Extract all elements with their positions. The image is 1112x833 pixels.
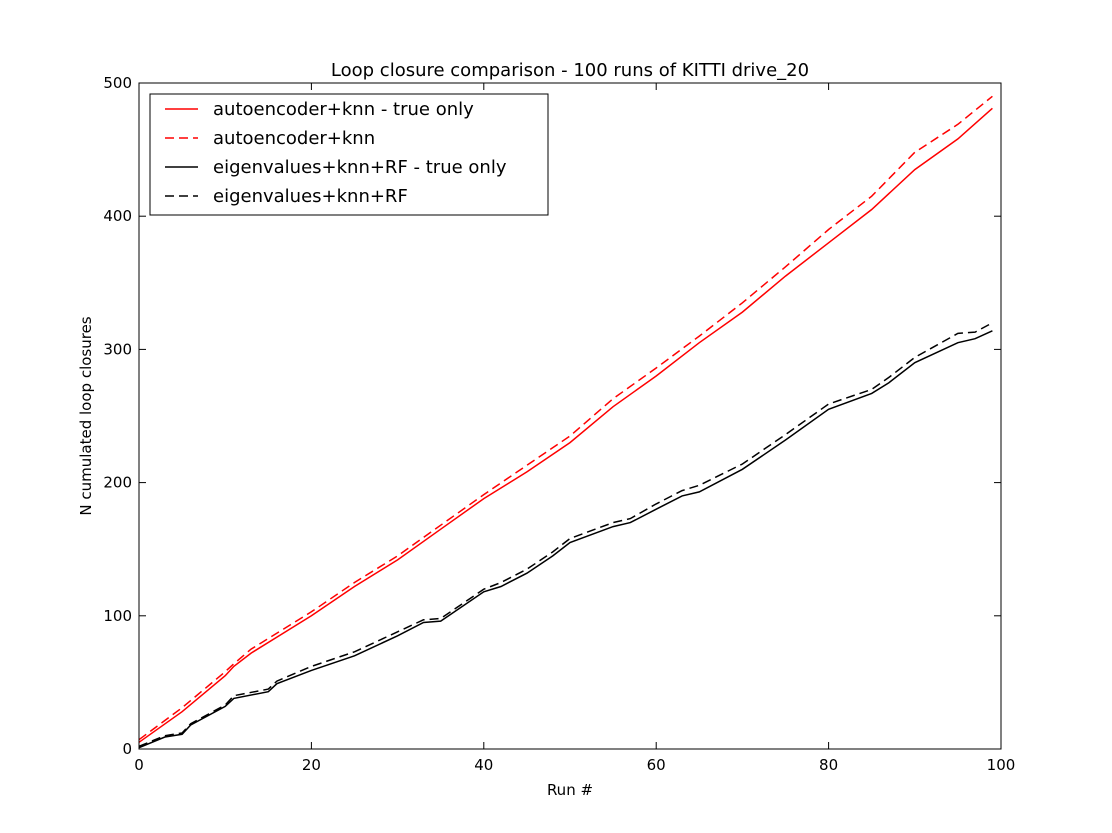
legend: autoencoder+knn - true only autoencoder+k… xyxy=(149,93,549,216)
legend-label-3: eigenvalues+knn+RF - true only xyxy=(213,157,507,178)
legend-label-1: autoencoder+knn - true only xyxy=(213,99,474,120)
series-line-2 xyxy=(138,95,993,741)
x-tick-label: 0 xyxy=(134,756,144,774)
legend-label-2: autoencoder+knn xyxy=(213,128,375,149)
y-axis-label: N cumulated loop closures xyxy=(77,316,95,515)
y-tick-label: 200 xyxy=(103,474,132,492)
y-tick-label: 100 xyxy=(103,607,132,625)
y-tick-label: 500 xyxy=(103,74,132,92)
plot-area: 0 20 40 60 80 100 0 100 200 300 400 500 xyxy=(103,74,1015,774)
x-axis-label: Run # xyxy=(547,781,593,799)
x-tick-label: 80 xyxy=(819,756,838,774)
x-tick-label: 60 xyxy=(647,756,666,774)
x-tick-label: 20 xyxy=(302,756,321,774)
legend-label-4: eigenvalues+knn+RF xyxy=(213,186,408,207)
y-tick-label: 400 xyxy=(103,207,132,225)
y-tick-label: 0 xyxy=(122,740,132,758)
plot-frame xyxy=(138,82,1002,750)
x-tick-label: 100 xyxy=(987,756,1016,774)
y-tick-label: 300 xyxy=(103,340,132,358)
legend-box xyxy=(149,93,549,216)
x-tick-label: 40 xyxy=(474,756,493,774)
series-line-3 xyxy=(138,330,993,749)
series-line-1 xyxy=(138,107,993,743)
chart-title: Loop closure comparison - 100 runs of KI… xyxy=(331,60,809,81)
series-line-4 xyxy=(138,322,993,747)
